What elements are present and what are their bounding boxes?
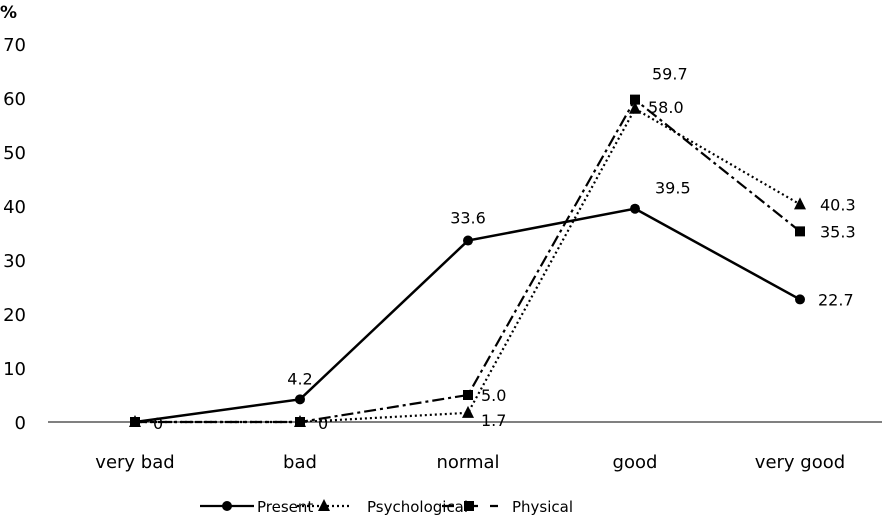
data-label: 40.3: [820, 195, 856, 214]
series-physical: [130, 94, 805, 427]
x-tick-label: good: [613, 452, 658, 473]
legend-label: Present: [257, 498, 313, 516]
legend-item-physical: Physical: [442, 498, 573, 516]
y-tick-label: 50: [3, 143, 26, 164]
data-point-square: [130, 417, 140, 427]
data-label: 22.7: [818, 290, 854, 309]
data-point-square: [295, 417, 305, 427]
x-tick-label: normal: [436, 452, 499, 473]
data-label: 4.2: [287, 369, 312, 388]
y-tick-label: 60: [3, 89, 26, 110]
x-tick-label: bad: [283, 452, 317, 473]
data-point-square: [795, 226, 805, 237]
data-point-circle: [795, 294, 805, 305]
data-label: 58.0: [648, 98, 684, 117]
legend-marker-square: [464, 501, 474, 511]
legend-item-present: Present: [200, 498, 313, 516]
data-point-triangle: [462, 405, 474, 418]
data-label: 0: [153, 414, 163, 433]
data-label: 39.5: [655, 179, 691, 198]
y-tick-label: 70: [3, 35, 26, 56]
y-tick-label: 40: [3, 197, 26, 218]
legend-marker-triangle: [318, 499, 330, 511]
data-point-square: [630, 94, 640, 105]
series-line: [135, 97, 801, 424]
data-point-circle: [295, 394, 305, 405]
data-label: 1.7: [481, 411, 506, 430]
y-tick-label: 20: [3, 305, 26, 326]
data-point-circle: [630, 203, 640, 214]
legend-item-psychological: Psychological: [297, 498, 468, 516]
y-tick-label: 0: [15, 413, 26, 434]
data-label: 33.6: [450, 209, 486, 228]
data-label: 35.3: [820, 222, 856, 241]
legend-label: Psychological: [367, 498, 468, 516]
data-point-square: [463, 390, 473, 400]
data-point-triangle: [629, 101, 641, 114]
x-tick-label: very good: [755, 452, 845, 473]
series-line: [135, 107, 801, 424]
data-label: 59.7: [652, 65, 688, 84]
data-point-circle: [463, 235, 473, 246]
series-psychological: [129, 101, 806, 427]
data-point-triangle: [794, 197, 806, 210]
data-label: 5.0: [481, 386, 506, 405]
y-tick-label: 10: [3, 359, 26, 380]
legend-marker-circle: [222, 501, 232, 511]
y-axis-label: %: [0, 3, 17, 23]
data-label: 0: [318, 414, 328, 433]
y-tick-label: 30: [3, 251, 26, 272]
legend-label: Physical: [512, 498, 573, 516]
x-tick-label: very bad: [95, 452, 174, 473]
